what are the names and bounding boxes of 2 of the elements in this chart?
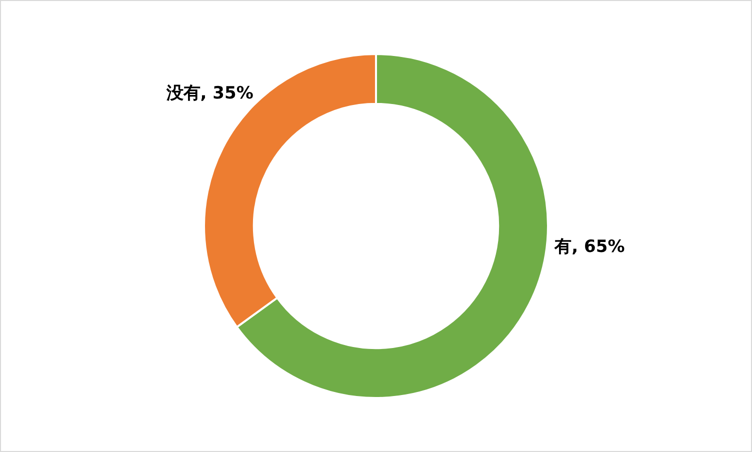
slice-label: 没有, 35% — [165, 84, 254, 104]
slice-label: 有, 65% — [554, 237, 625, 258]
